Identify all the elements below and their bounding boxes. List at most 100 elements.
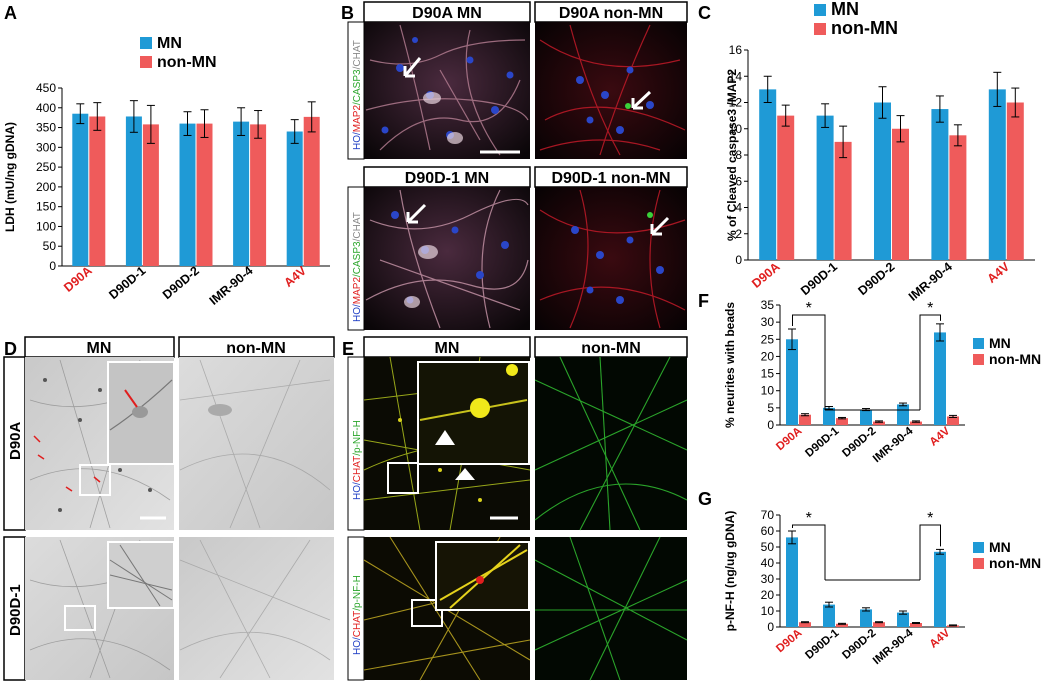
bar <box>89 116 106 266</box>
panel-e-fluorescence: MN non-MN HO/CHAT/p-NF-H HO/CHAT/p-NF-H <box>347 336 688 681</box>
y-tick-label: 5 <box>767 401 774 415</box>
micrograph-d90d1-mn <box>364 187 530 330</box>
category-label: A4V <box>985 259 1013 286</box>
y-tick-label: 30 <box>761 315 775 329</box>
panel-b-micrographs: D90A MN D90A non-MN <box>347 1 688 331</box>
brightfield-d90a-non-mn <box>179 357 334 530</box>
stain-label-b2: HO/MAP2/CASP3/CHAT <box>352 212 363 322</box>
y-tick-label: 70 <box>761 508 775 522</box>
y-tick-label: 300 <box>36 140 56 154</box>
panel-label-b: B <box>341 3 354 23</box>
panel-label-f: F <box>698 291 709 311</box>
category-label: A4V <box>281 263 309 290</box>
inset-box <box>64 605 96 631</box>
header-d90a-non-mn: D90A non-MN <box>559 5 663 22</box>
y-axis-label: p-NF-H (ng/ug gDNA) <box>723 511 737 632</box>
y-tick-label: 20 <box>761 349 775 363</box>
legend-label: MN <box>989 335 1011 351</box>
header-d90a-mn: D90A MN <box>412 5 482 22</box>
legend-label: MN <box>157 35 182 52</box>
nuclei <box>576 66 654 134</box>
arrow-icon <box>631 90 652 110</box>
bar <box>860 409 872 425</box>
y-tick-label: 0 <box>735 253 742 267</box>
inset-box <box>411 599 443 627</box>
legend-label: non-MN <box>989 351 1041 367</box>
bar <box>233 121 250 266</box>
header-e-non-mn: non-MN <box>581 340 641 357</box>
legend-label: MN <box>989 539 1011 555</box>
nuclei <box>571 226 664 304</box>
row-label-d90a: D90A <box>7 421 24 460</box>
panel-label-a: A <box>4 3 17 23</box>
y-tick-label: 350 <box>36 121 56 135</box>
bar <box>949 135 967 260</box>
category-label: D90A <box>61 264 94 295</box>
brightfield-d90d1-non-mn <box>179 537 334 680</box>
neurites <box>539 24 686 156</box>
bar <box>1006 102 1024 260</box>
category-label: A4V <box>928 627 953 651</box>
category-label: IMR-90-4 <box>871 627 916 667</box>
bar <box>125 116 142 266</box>
y-tick-label: 6 <box>735 174 742 188</box>
legend-swatch <box>973 354 984 365</box>
y-tick-label: 10 <box>761 384 775 398</box>
category-label: D90A <box>749 260 782 291</box>
bar <box>988 89 1006 260</box>
legend-swatch <box>973 338 984 349</box>
stain-label-box <box>347 186 365 331</box>
bar <box>286 131 303 266</box>
panel-label-g: G <box>698 489 712 509</box>
y-tick-label: 50 <box>761 540 775 554</box>
y-tick-label: 16 <box>729 43 743 57</box>
fluorescence-d90a-non-mn <box>535 357 687 530</box>
bar <box>759 89 777 260</box>
bar <box>897 612 909 627</box>
significance-bracket <box>792 314 826 410</box>
category-label: D90D-1 <box>803 627 842 662</box>
arrow-icon <box>403 57 422 78</box>
significance-star: * <box>806 300 812 317</box>
bar <box>816 115 834 260</box>
inset-box <box>387 462 419 494</box>
fluorescence-d90d1-non-mn <box>535 537 687 680</box>
bar <box>897 404 909 425</box>
legend-swatch <box>973 542 984 553</box>
bar <box>934 332 946 425</box>
significance-bracket <box>919 524 941 580</box>
significance-star: * <box>927 300 933 317</box>
bar <box>799 414 811 425</box>
y-tick-label: 50 <box>43 239 57 253</box>
bar <box>910 623 922 627</box>
category-label: D90D-1 <box>798 260 840 298</box>
y-tick-label: 20 <box>761 588 775 602</box>
category-label: D90D-2 <box>855 260 897 298</box>
bar <box>873 421 885 425</box>
legend-label: non-MN <box>831 18 898 38</box>
category-label: IMR-90-4 <box>871 425 916 465</box>
category-label: D90D-1 <box>106 264 148 302</box>
panel-label-d: D <box>4 339 17 359</box>
legend-swatch <box>814 4 826 16</box>
legend-label: MN <box>831 0 859 19</box>
header-d-non-mn: non-MN <box>226 340 286 357</box>
y-tick-label: 150 <box>36 200 56 214</box>
bar <box>931 109 949 260</box>
bar <box>72 113 89 266</box>
y-tick-label: 200 <box>36 180 56 194</box>
category-label: IMR-90-4 <box>906 260 955 304</box>
micrograph-d90a-non-mn <box>535 22 687 159</box>
y-tick-label: 25 <box>761 332 775 346</box>
bar <box>823 604 835 627</box>
bar <box>892 128 909 260</box>
significance-star: * <box>806 510 812 527</box>
y-tick-label: 10 <box>729 122 743 136</box>
bar <box>836 418 848 425</box>
bar <box>860 609 872 627</box>
y-tick-label: 15 <box>761 367 775 381</box>
bar <box>777 115 795 260</box>
y-tick-label: 0 <box>767 620 774 634</box>
y-tick-label: 40 <box>761 556 775 570</box>
inset-zoom <box>107 541 175 609</box>
